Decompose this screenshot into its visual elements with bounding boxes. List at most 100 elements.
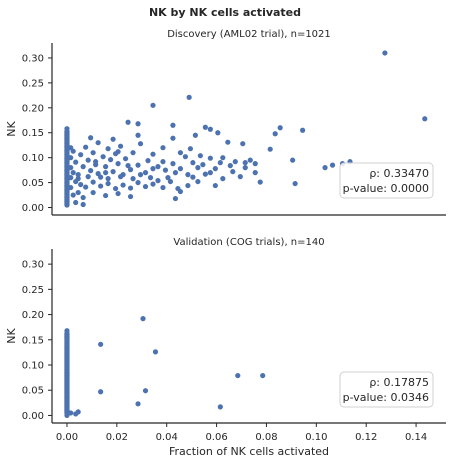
- panel-discovery-pvalue: p-value: 0.0000: [343, 182, 429, 195]
- data-point: [230, 169, 235, 174]
- data-point: [203, 125, 208, 130]
- panel-validation-yticks: 0.000.050.100.150.200.250.30: [22, 260, 52, 422]
- panel-validation-ytick-label: 0.00: [22, 411, 44, 422]
- data-point: [135, 180, 140, 185]
- panel-discovery-stat-box: ρ: 0.33470 p-value: 0.0000: [340, 163, 433, 198]
- panel-validation-points: [64, 316, 265, 418]
- panel-discovery-yticks: 0.00 0.05 0.10 0.15 0.20 0.25 0.30: [22, 53, 52, 214]
- data-point: [208, 127, 213, 132]
- data-point: [81, 202, 86, 207]
- data-point: [140, 316, 145, 321]
- panel-discovery-ytick-label: 0.20: [22, 103, 44, 114]
- data-point: [220, 176, 225, 181]
- data-point: [103, 164, 108, 169]
- data-point: [195, 179, 200, 184]
- data-point: [268, 147, 273, 152]
- panel-validation-xtick-label: 0.00: [56, 432, 78, 443]
- data-point: [68, 410, 73, 415]
- panel-validation-xtick-label: 0.02: [106, 432, 128, 443]
- data-point: [101, 154, 106, 159]
- data-point: [213, 183, 218, 188]
- data-point: [178, 189, 183, 194]
- panel-validation-rho: ρ: 0.17875: [369, 376, 429, 389]
- data-point: [115, 149, 120, 154]
- data-point: [422, 116, 427, 121]
- data-point: [213, 166, 218, 171]
- data-point: [170, 136, 175, 141]
- data-point: [98, 389, 103, 394]
- panel-discovery-title: Discovery (AML02 trial), n=1021: [167, 29, 331, 40]
- panel-validation: Validation (COG trials), n=140 NK 0.00 0.…: [5, 237, 446, 458]
- data-point: [178, 150, 183, 155]
- data-point: [195, 165, 200, 170]
- data-point: [96, 171, 101, 176]
- panel-discovery-ytick-label: 0.00: [22, 203, 44, 214]
- data-point: [238, 174, 243, 179]
- panel-validation-xtick-label: 0.10: [305, 432, 327, 443]
- data-point: [215, 130, 220, 135]
- panel-discovery: Discovery (AML02 trial), n=1021 NK 0.00 0…: [5, 29, 446, 215]
- data-point: [160, 159, 165, 164]
- data-point: [93, 159, 98, 164]
- data-point: [240, 141, 245, 146]
- data-point-cluster: [64, 331, 69, 416]
- data-point: [86, 174, 91, 179]
- panel-discovery-ytick-label: 0.25: [22, 78, 44, 89]
- data-point: [120, 182, 125, 187]
- data-point: [68, 145, 73, 150]
- data-point: [68, 165, 73, 170]
- panel-discovery-ytick-label: 0.05: [22, 178, 44, 189]
- panel-validation-pvalue: p-value: 0.0346: [343, 391, 429, 404]
- data-point: [193, 133, 198, 138]
- data-point: [118, 144, 123, 149]
- panel-discovery-ytick-label: 0.10: [22, 153, 44, 164]
- data-point: [208, 156, 213, 161]
- data-point: [183, 154, 188, 159]
- data-point: [110, 169, 115, 174]
- figure-suptitle: NK by NK cells activated: [149, 6, 301, 19]
- data-point: [128, 194, 133, 199]
- data-point: [235, 373, 240, 378]
- data-point: [125, 120, 130, 125]
- data-point: [290, 158, 295, 163]
- data-point: [128, 185, 133, 190]
- data-point: [218, 160, 223, 165]
- data-point: [190, 160, 195, 165]
- panel-validation-ylabel: NK: [5, 327, 18, 343]
- panel-validation-xtick-label: 0.04: [156, 432, 178, 443]
- data-point: [253, 170, 258, 175]
- data-point: [228, 163, 233, 168]
- data-point: [185, 183, 190, 188]
- data-point: [170, 123, 175, 128]
- data-point: [138, 141, 143, 146]
- data-point: [138, 172, 143, 177]
- data-point: [103, 170, 108, 175]
- data-point: [145, 158, 150, 163]
- data-point: [78, 152, 83, 157]
- data-point: [88, 135, 93, 140]
- data-point: [248, 158, 253, 163]
- data-point: [113, 186, 118, 191]
- data-point: [98, 342, 103, 347]
- panel-discovery-ylabel: NK: [5, 120, 18, 136]
- panel-validation-ytick-label: 0.25: [22, 285, 44, 296]
- data-point: [98, 183, 103, 188]
- data-point: [260, 373, 265, 378]
- data-point: [150, 152, 155, 157]
- panel-discovery-ytick-label: 0.15: [22, 128, 44, 139]
- data-point: [185, 172, 190, 177]
- data-point: [73, 160, 78, 165]
- data-point: [135, 121, 140, 126]
- data-point: [96, 140, 101, 145]
- panel-validation-xtick-label: 0.12: [355, 432, 377, 443]
- data-point: [81, 195, 86, 200]
- data-point: [173, 170, 178, 175]
- data-point: [135, 133, 140, 138]
- panel-validation-xticks: 0.00 0.02 0.04 0.06 0.08 0.10 0.12 0.14: [56, 423, 427, 443]
- data-point: [83, 145, 88, 150]
- panel-validation-title: Validation (COG trials), n=140: [173, 237, 324, 248]
- data-point: [233, 159, 238, 164]
- data-point: [173, 196, 178, 201]
- panel-validation-ytick-label: 0.05: [22, 386, 44, 397]
